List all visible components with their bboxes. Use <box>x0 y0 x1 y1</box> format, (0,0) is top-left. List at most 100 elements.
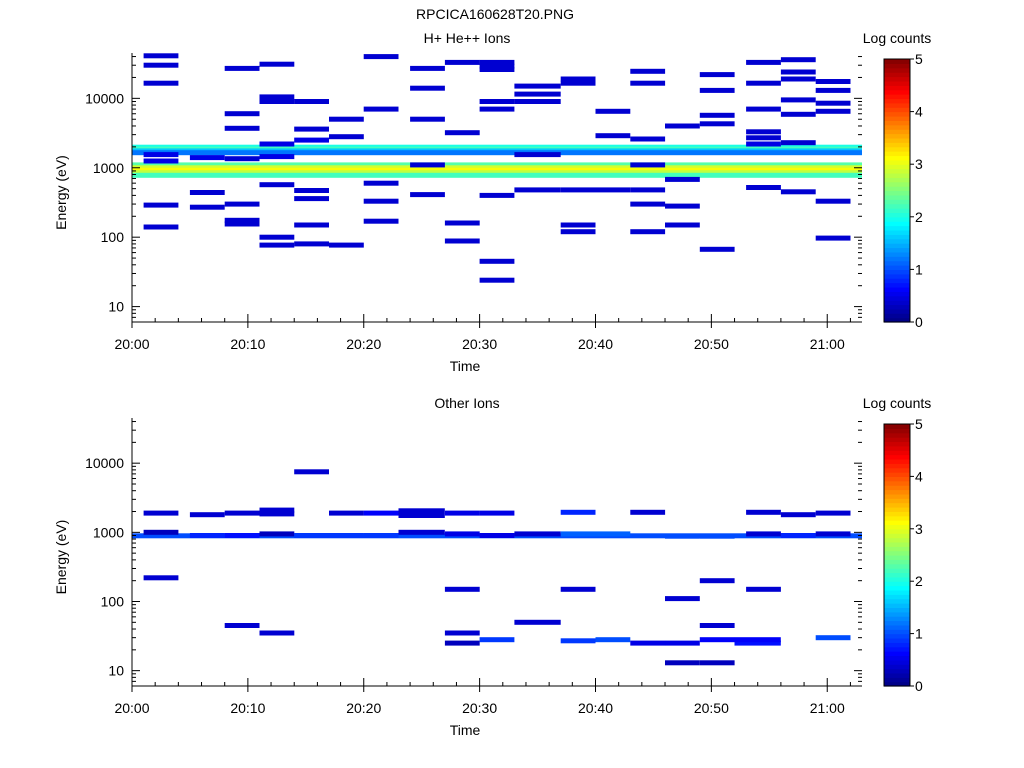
heatmap-cells <box>132 53 862 283</box>
heatmap-cell <box>259 61 295 67</box>
y-axis-label: Energy (eV) <box>53 520 69 595</box>
colorbar-segment <box>884 317 910 323</box>
y-tick-label: 100 <box>101 593 125 609</box>
colorbar-segment <box>884 515 910 521</box>
heatmap-cell <box>699 112 735 118</box>
heatmap-cell <box>780 69 816 75</box>
heatmap-cell <box>595 637 631 643</box>
heatmap-cells <box>132 469 862 666</box>
colorbar-segment <box>884 642 910 648</box>
heatmap-cell <box>780 97 816 103</box>
heatmap-cell <box>294 241 329 247</box>
heatmap-cell <box>363 218 399 224</box>
heatmap-cell <box>189 155 225 161</box>
heatmap-cell <box>132 172 862 178</box>
colorbar-segment <box>884 611 910 617</box>
heatmap-cell <box>746 106 781 112</box>
heatmap-cell <box>444 59 480 65</box>
heatmap-cell <box>329 116 364 122</box>
heatmap-cell <box>815 87 851 93</box>
heatmap-cell <box>746 531 781 537</box>
colorbar-segment <box>884 107 910 113</box>
colorbar-segment <box>884 194 910 200</box>
heatmap-cell <box>444 238 480 244</box>
heatmap-cell <box>479 99 515 104</box>
colorbar-segment <box>884 260 910 266</box>
heatmap-cell <box>132 170 862 176</box>
y-tick-label: 1000 <box>93 160 124 176</box>
colorbar-segment <box>884 67 910 73</box>
colorbar-segment <box>884 80 910 86</box>
heatmap-cell <box>410 85 445 91</box>
heatmap-cell <box>815 79 851 84</box>
colorbar-segment <box>884 677 910 683</box>
colorbar-segment <box>884 208 910 214</box>
heatmap-cell <box>630 80 666 86</box>
colorbar-segment <box>884 124 910 130</box>
colorbar-segment <box>884 498 910 504</box>
heatmap-cell <box>665 640 700 646</box>
colorbar-segment <box>884 256 910 262</box>
colorbar-segment <box>884 164 910 170</box>
colorbar-label: Log counts <box>863 30 932 46</box>
heatmap-cell <box>560 509 596 515</box>
heatmap-cell <box>560 531 596 537</box>
heatmap-cell <box>224 623 260 628</box>
heatmap-cell <box>479 67 515 72</box>
colorbar-segment <box>884 291 910 297</box>
colorbar-segment <box>884 146 910 152</box>
figure-title: RPCICA160628T20.PNG <box>416 6 574 22</box>
heatmap-cell <box>746 141 781 147</box>
heatmap-cell <box>699 660 735 666</box>
heatmap-cell <box>815 235 851 241</box>
heatmap-cell <box>780 76 816 82</box>
heatmap-cell <box>444 130 480 136</box>
heatmap-cell <box>630 68 666 74</box>
colorbar-segment <box>884 177 910 183</box>
heatmap-cell <box>259 630 295 636</box>
heatmap-cell <box>294 99 329 104</box>
heatmap-cell <box>630 229 666 235</box>
heatmap-cell <box>815 108 851 114</box>
colorbar-segment <box>884 59 910 64</box>
heatmap-cell <box>329 242 364 248</box>
heatmap-cell <box>294 196 329 202</box>
heatmap-cell <box>746 129 781 135</box>
heatmap-cell <box>329 510 364 516</box>
colorbar-segment <box>884 115 910 121</box>
colorbar-segment <box>884 664 910 670</box>
heatmap-cell <box>514 152 561 158</box>
colorbar-segment <box>884 203 910 209</box>
colorbar: 0 1 2 3 4 5 Log counts <box>863 30 932 330</box>
heatmap-cell <box>560 638 596 644</box>
colorbar-segment <box>884 441 910 447</box>
colorbar-segment <box>884 89 910 95</box>
heatmap-cell <box>143 575 179 581</box>
colorbar-segment <box>884 655 910 661</box>
heatmap-cell <box>595 187 631 193</box>
colorbar-segment <box>884 159 910 165</box>
heatmap-cell <box>560 586 596 592</box>
colorbar-segment <box>884 467 910 473</box>
colorbar-segment <box>884 137 910 143</box>
heatmap-cell <box>560 229 596 235</box>
colorbar-tick-label: 0 <box>915 314 923 330</box>
heatmap-cell <box>665 660 700 666</box>
heatmap-cell <box>479 277 515 283</box>
x-tick-label: 21:00 <box>810 700 845 716</box>
x-axis-label: Time <box>450 358 481 374</box>
colorbar-segment <box>884 424 910 429</box>
heatmap-cell <box>780 533 816 538</box>
y-ticks: 10 100 1000 10000 <box>85 56 862 323</box>
heatmap-cell <box>595 108 631 114</box>
heatmap-cell <box>132 150 862 156</box>
heatmap-cell <box>224 510 260 516</box>
colorbar-segment <box>884 463 910 469</box>
colorbar-segment <box>884 221 910 227</box>
heatmap-cell <box>780 111 816 117</box>
heatmap-cell <box>259 507 295 513</box>
colorbar-segment <box>884 550 910 556</box>
heatmap-cell <box>479 192 515 198</box>
colorbar-segment <box>884 524 910 530</box>
